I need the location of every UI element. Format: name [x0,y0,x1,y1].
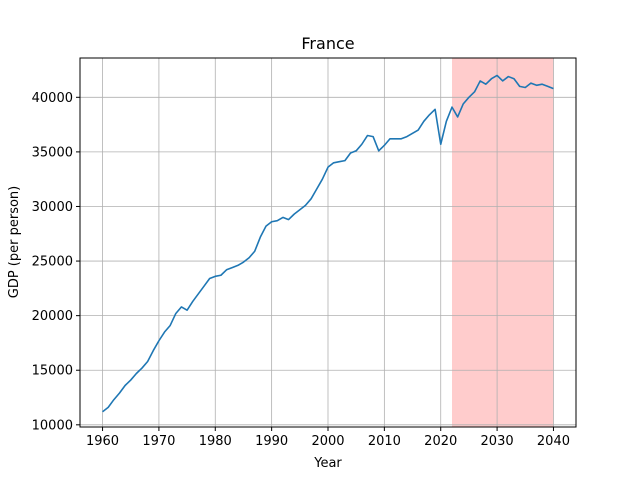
x-tick-label: 2010 [368,434,401,449]
series-line-layer [102,74,554,413]
gdp-series-line [102,74,554,413]
x-axis-title: Year [313,456,342,471]
ticks-layer: 1960 1970 1980 1990 2000 2010 2020 2030 2040 1000… [32,91,570,449]
y-tick-label: 20000 [32,309,73,324]
y-tick-label: 40000 [32,91,73,106]
x-tick-label: 2020 [424,434,457,449]
y-tick-label: 30000 [32,200,73,215]
x-tick-label: 2040 [537,434,570,449]
y-tick-label: 15000 [32,364,73,379]
y-tick-label: 10000 [32,418,73,433]
x-tick-label: 1980 [199,434,232,449]
y-tick-label: 25000 [32,255,73,270]
x-tick-label: 2000 [311,434,344,449]
shaded-region-layer [452,58,554,427]
y-axis-title: GDP (per person) [7,186,22,299]
x-tick-label: 1960 [86,434,119,449]
grid-layer [80,58,576,427]
chart-title: France [301,34,354,53]
forecast-shaded-region [452,58,554,427]
x-tick-label: 1990 [255,434,288,449]
x-tick-label: 2030 [481,434,514,449]
y-tick-label: 35000 [32,145,73,160]
x-tick-label: 1970 [142,434,175,449]
